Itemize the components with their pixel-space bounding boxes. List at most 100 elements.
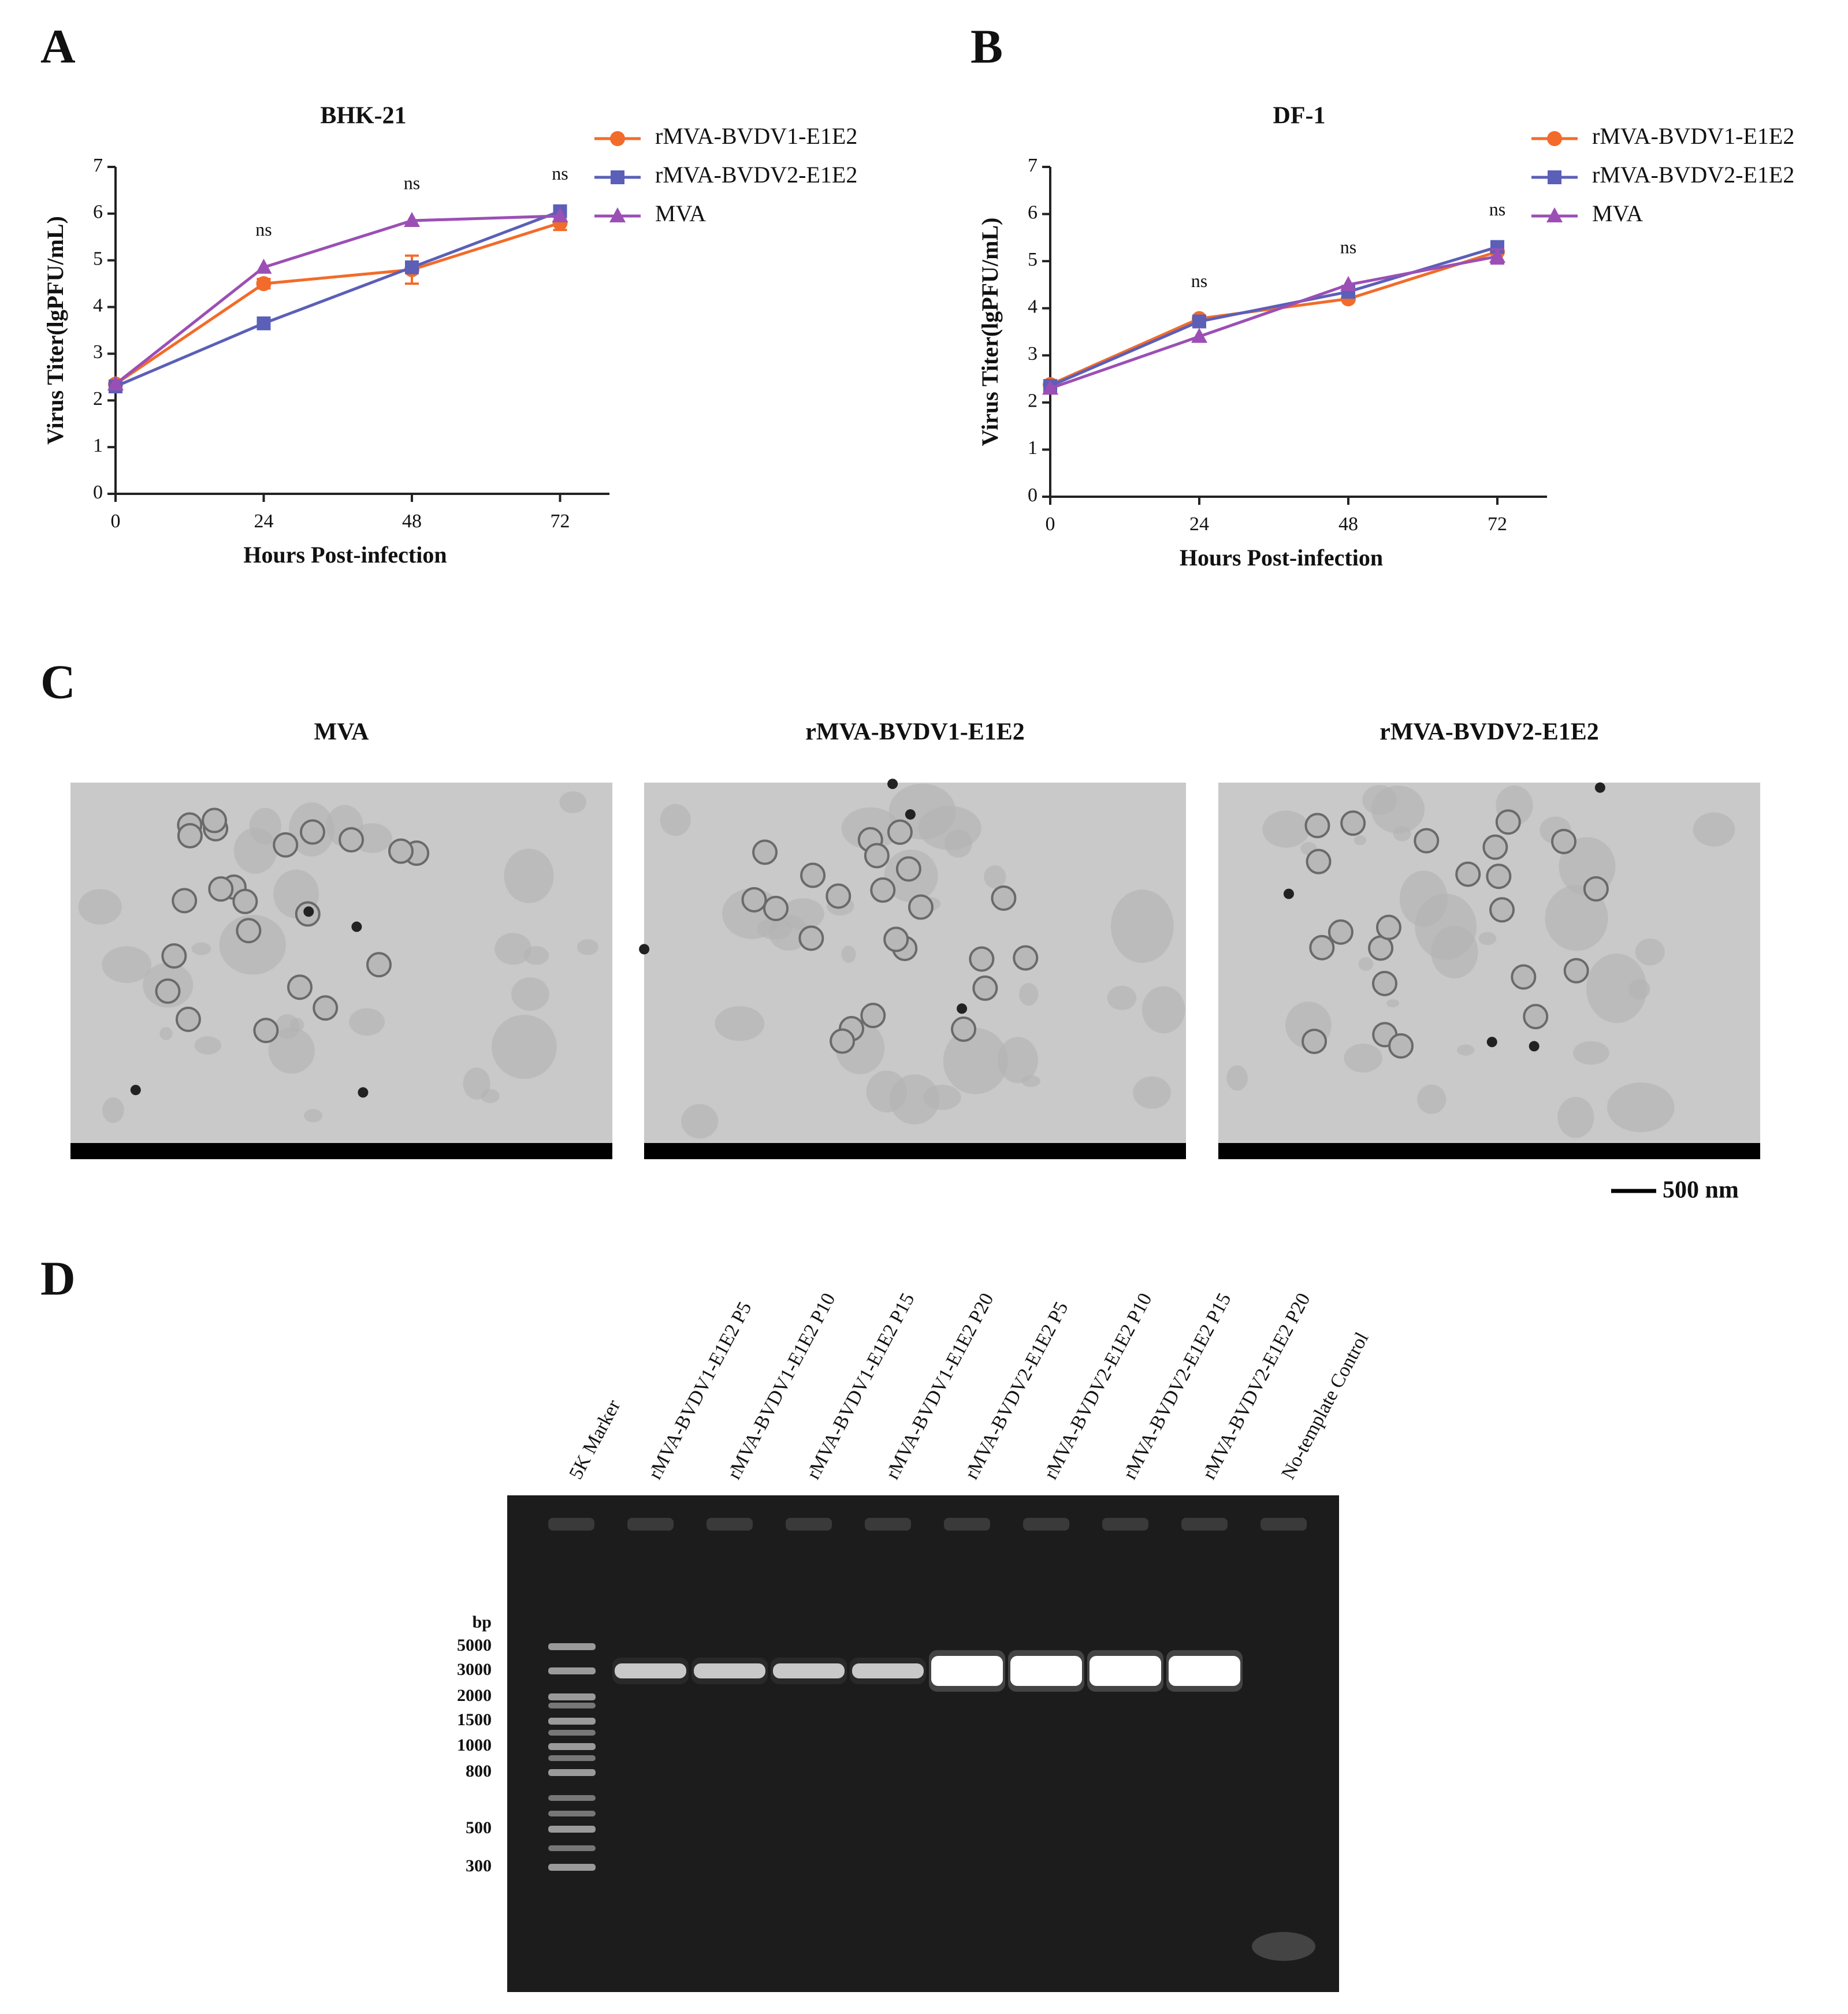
virion bbox=[883, 926, 909, 952]
y-tick-label: 7 bbox=[1028, 155, 1038, 176]
texture bbox=[1358, 957, 1374, 971]
panel-label: A bbox=[40, 20, 76, 73]
legend-label: MVA bbox=[1592, 200, 1643, 226]
virion bbox=[1375, 914, 1401, 940]
virion bbox=[800, 862, 826, 888]
ladder-band bbox=[548, 1730, 596, 1736]
texture bbox=[511, 977, 549, 1011]
texture bbox=[1262, 810, 1310, 848]
series bbox=[1043, 240, 1504, 393]
info-strip bbox=[644, 1143, 1186, 1159]
band bbox=[694, 1663, 765, 1678]
marker-size-label: 1000 bbox=[457, 1736, 492, 1755]
virion bbox=[1302, 1028, 1328, 1054]
dense-body bbox=[1594, 782, 1605, 793]
virion bbox=[1388, 1033, 1414, 1059]
dense-body bbox=[1529, 1041, 1540, 1052]
virion bbox=[1486, 863, 1512, 889]
texture bbox=[219, 914, 287, 975]
ladder-band bbox=[548, 1769, 596, 1776]
virion bbox=[1495, 809, 1521, 835]
dense-body bbox=[639, 944, 650, 955]
texture bbox=[782, 898, 824, 930]
virion bbox=[172, 888, 198, 914]
point bbox=[611, 170, 624, 184]
ladder-band bbox=[548, 1755, 596, 1761]
virion bbox=[339, 827, 365, 852]
point bbox=[1548, 170, 1561, 184]
texture bbox=[559, 791, 587, 814]
series bbox=[109, 204, 567, 394]
texture bbox=[249, 807, 281, 845]
y-axis-title: Virus Titer(lgPFU/mL) bbox=[977, 218, 1003, 446]
dense-body bbox=[1283, 888, 1294, 899]
virion bbox=[232, 888, 258, 914]
point bbox=[1191, 327, 1207, 343]
well bbox=[1260, 1518, 1307, 1531]
ladder-band bbox=[548, 1718, 596, 1725]
virion bbox=[798, 925, 824, 951]
virion bbox=[1414, 828, 1440, 854]
legend-label: rMVA-BVDV1-E1E2 bbox=[1592, 123, 1794, 149]
marker-size-label: 3000 bbox=[457, 1660, 492, 1679]
virion bbox=[202, 807, 228, 833]
band bbox=[852, 1663, 924, 1678]
texture bbox=[1417, 1084, 1447, 1114]
virion bbox=[870, 877, 896, 903]
texture bbox=[1607, 1082, 1675, 1133]
virion bbox=[287, 974, 313, 1000]
chart-title: BHK-21 bbox=[320, 103, 406, 129]
virion bbox=[273, 832, 299, 858]
virion bbox=[300, 819, 326, 845]
texture bbox=[78, 889, 122, 925]
well bbox=[627, 1518, 674, 1531]
well bbox=[865, 1518, 911, 1531]
virion bbox=[826, 883, 852, 909]
texture bbox=[1456, 1044, 1475, 1056]
virion bbox=[1489, 897, 1515, 923]
x-tick-label: 72 bbox=[1488, 513, 1507, 535]
series-line bbox=[1049, 250, 1498, 386]
well bbox=[1181, 1518, 1228, 1531]
y-tick-label: 0 bbox=[93, 482, 103, 503]
virion bbox=[155, 978, 181, 1004]
ladder-band bbox=[548, 1845, 596, 1851]
texture bbox=[1545, 885, 1608, 951]
texture bbox=[923, 1085, 961, 1110]
point bbox=[404, 211, 420, 227]
texture bbox=[945, 829, 972, 858]
lane-label: 5K Marker bbox=[565, 1396, 624, 1483]
texture bbox=[1478, 932, 1497, 945]
annotation: ns bbox=[552, 163, 568, 184]
lane-label: No-template Control bbox=[1277, 1329, 1373, 1483]
x-tick-label: 72 bbox=[551, 511, 570, 532]
series-line bbox=[114, 214, 560, 385]
point bbox=[1489, 247, 1505, 263]
virion bbox=[175, 1006, 201, 1032]
image-title: MVA bbox=[314, 719, 370, 746]
texture bbox=[1354, 835, 1367, 846]
virion bbox=[366, 952, 392, 978]
point bbox=[1192, 314, 1206, 329]
dense-body bbox=[905, 809, 916, 820]
x-tick-label: 48 bbox=[1338, 513, 1358, 535]
virion bbox=[1523, 1004, 1549, 1030]
virion bbox=[860, 1003, 886, 1029]
texture bbox=[681, 1104, 719, 1139]
dense-body bbox=[351, 921, 362, 932]
panel-label: D bbox=[40, 1252, 76, 1305]
virion bbox=[1511, 964, 1537, 990]
gel bbox=[507, 1495, 1339, 1992]
dense-body bbox=[1486, 1037, 1497, 1048]
texture bbox=[943, 1028, 1008, 1095]
virion bbox=[741, 887, 767, 913]
scale-bar-label: 500 nm bbox=[1663, 1177, 1739, 1204]
virion bbox=[1371, 970, 1397, 996]
panel-label: B bbox=[971, 20, 1003, 73]
band bbox=[615, 1663, 686, 1678]
virion bbox=[1563, 958, 1589, 984]
info-strip bbox=[70, 1143, 612, 1159]
virion bbox=[951, 1016, 977, 1042]
